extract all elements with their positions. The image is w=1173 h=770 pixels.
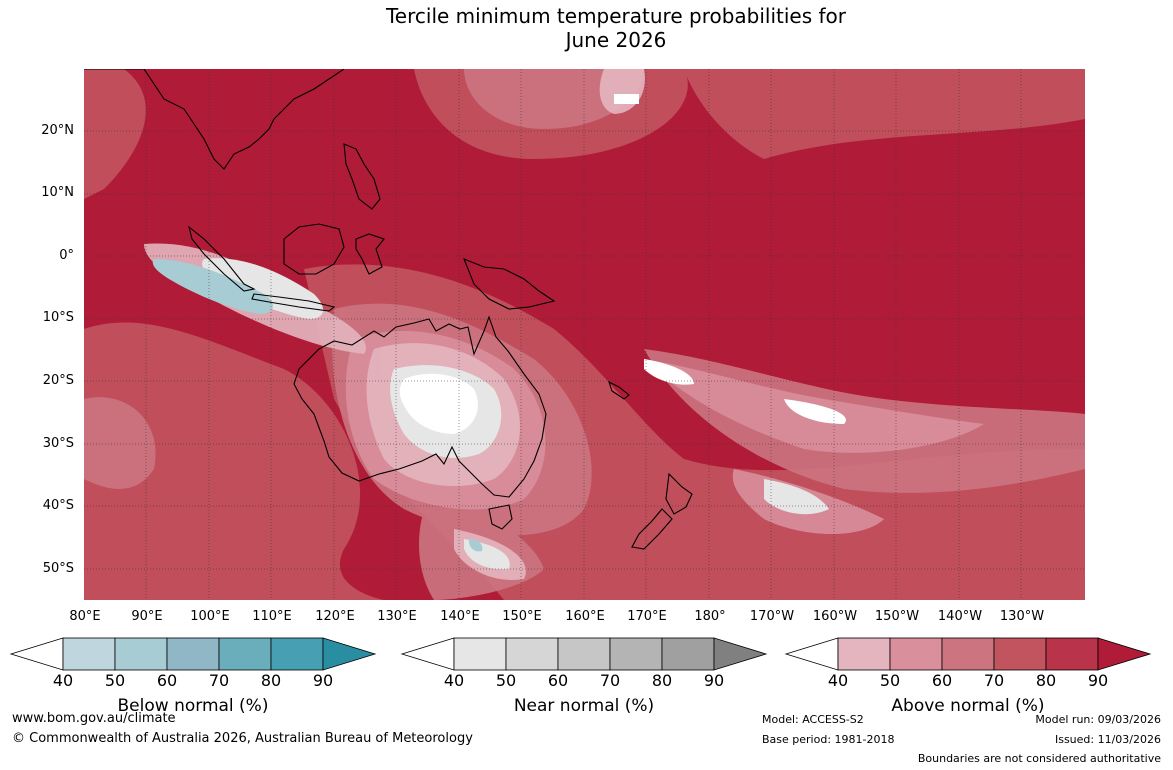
- model-text: Model: ACCESS-S2: [762, 713, 864, 726]
- lat-label-30s: 30°S: [42, 436, 74, 451]
- cb-below-title: Below normal (%): [117, 696, 269, 716]
- cb-below-segment-1: [62, 637, 116, 671]
- borneo-coastline: [283, 223, 345, 275]
- new-guinea-coastline: [463, 258, 556, 310]
- lon-label-160e: 160°E: [565, 609, 605, 624]
- lon-label-160w: 160°W: [812, 609, 858, 624]
- sumatra-coastline: [188, 225, 256, 292]
- cb-above-high-arrow: [1097, 637, 1152, 671]
- lon-label-80e: 80°E: [69, 609, 101, 624]
- cb-below-tick-80: 80: [260, 671, 282, 690]
- cb-near-segment-1: [453, 637, 507, 671]
- lon-label-130w: 130°W: [999, 609, 1045, 624]
- cb-near-high-arrow: [713, 637, 768, 671]
- cb-near-segment-4: [609, 637, 663, 671]
- cb-near-segment-5: [661, 637, 715, 671]
- lon-label-120e: 120°E: [315, 609, 355, 624]
- probability-map: [84, 69, 1085, 600]
- coastlines: [84, 69, 693, 550]
- lon-label-170e: 170°E: [627, 609, 667, 624]
- new-zealand-south-coastline: [631, 508, 673, 550]
- cb-below-segment-4: [218, 637, 272, 671]
- lat-label-20s: 20°S: [42, 373, 74, 388]
- cb-below-tick-90: 90: [312, 671, 334, 690]
- lat-label-40s: 40°S: [42, 498, 74, 513]
- cb-above-tick-50: 50: [879, 671, 901, 690]
- cb-below-high-arrow: [322, 637, 377, 671]
- cb-above-segment-1: [837, 637, 891, 671]
- lat-label-20n: 20°N: [41, 123, 74, 138]
- lon-label-150w: 150°W: [874, 609, 920, 624]
- lon-label-110e: 110°E: [252, 609, 292, 624]
- cb-near-tick-60: 60: [547, 671, 569, 690]
- cb-above-segment-2: [889, 637, 943, 671]
- colorbar-above-normal: [784, 637, 1152, 671]
- map-title: Tercile minimum temperature probabilitie…: [0, 4, 1173, 52]
- lon-label-100e: 100°E: [190, 609, 230, 624]
- cb-below-segment-3: [166, 637, 220, 671]
- lat-label-10n: 10°N: [41, 185, 74, 200]
- cb-below-tick-70: 70: [208, 671, 230, 690]
- lon-label-140e: 140°E: [440, 609, 480, 624]
- cb-above-segment-4: [993, 637, 1047, 671]
- disclaimer-text: Boundaries are not considered authoritat…: [917, 752, 1161, 765]
- grid-lines: [84, 69, 1085, 600]
- below-normal-regions: [152, 259, 483, 552]
- map-title-line2: June 2026: [565, 28, 667, 52]
- new-zealand-north-coastline: [665, 472, 693, 515]
- java-coastline: [251, 293, 336, 312]
- sulawesi-coastline: [355, 233, 385, 275]
- colorbar-near-normal: [400, 637, 768, 671]
- philippines-coastline: [343, 143, 381, 210]
- lon-label-130e: 130°E: [377, 609, 417, 624]
- cb-above-tick-40: 40: [827, 671, 849, 690]
- cb-above-tick-80: 80: [1035, 671, 1057, 690]
- cb-above-tick-90: 90: [1087, 671, 1109, 690]
- lat-label-50s: 50°S: [42, 561, 74, 576]
- cb-below-segment-5: [270, 637, 324, 671]
- cb-near-segment-2: [505, 637, 559, 671]
- white-low-probability-areas: [399, 94, 846, 434]
- cb-near-tick-90: 90: [703, 671, 725, 690]
- cb-below-tick-50: 50: [104, 671, 126, 690]
- new-caledonia-coastline: [608, 380, 630, 400]
- issued-text: Issued: 11/03/2026: [1054, 733, 1161, 746]
- lon-label-140w: 140°W: [937, 609, 983, 624]
- lat-label-0: 0°: [59, 248, 74, 263]
- cb-below-low-arrow: [9, 637, 64, 671]
- lon-label-170w: 170°W: [749, 609, 795, 624]
- cb-near-tick-80: 80: [651, 671, 673, 690]
- cb-near-tick-50: 50: [495, 671, 517, 690]
- cb-below-tick-40: 40: [52, 671, 74, 690]
- model-run-text: Model run: 09/03/2026: [1035, 713, 1161, 726]
- lon-label-150e: 150°E: [502, 609, 542, 624]
- cb-below-segment-2: [114, 637, 168, 671]
- base-period-text: Base period: 1981-2018: [762, 733, 895, 746]
- map-title-line1: Tercile minimum temperature probabilitie…: [385, 4, 847, 28]
- website-link[interactable]: www.bom.gov.au/climate: [12, 711, 176, 726]
- cb-above-title: Above normal (%): [891, 696, 1045, 716]
- cb-above-segment-3: [941, 637, 995, 671]
- cb-near-segment-3: [557, 637, 611, 671]
- colorbar-below-normal: [9, 637, 377, 671]
- lat-label-10s: 10°S: [42, 310, 74, 325]
- asia-coastline: [84, 69, 345, 170]
- cb-near-low-arrow: [400, 637, 455, 671]
- australia-coastline: [293, 315, 547, 498]
- copyright-text: © Commonwealth of Australia 2026, Austra…: [12, 731, 473, 746]
- cb-near-tick-40: 40: [443, 671, 465, 690]
- lon-label-90e: 90°E: [131, 609, 163, 624]
- tasmania-coastline: [488, 504, 513, 530]
- colorbars: [9, 637, 1152, 671]
- cb-near-title: Near normal (%): [513, 696, 655, 716]
- cb-above-low-arrow: [784, 637, 839, 671]
- cb-above-tick-60: 60: [931, 671, 953, 690]
- cb-below-tick-60: 60: [156, 671, 178, 690]
- cb-near-tick-70: 70: [599, 671, 621, 690]
- lon-label-180: 180°: [694, 609, 726, 624]
- cb-above-tick-70: 70: [983, 671, 1005, 690]
- cb-above-segment-5: [1045, 637, 1099, 671]
